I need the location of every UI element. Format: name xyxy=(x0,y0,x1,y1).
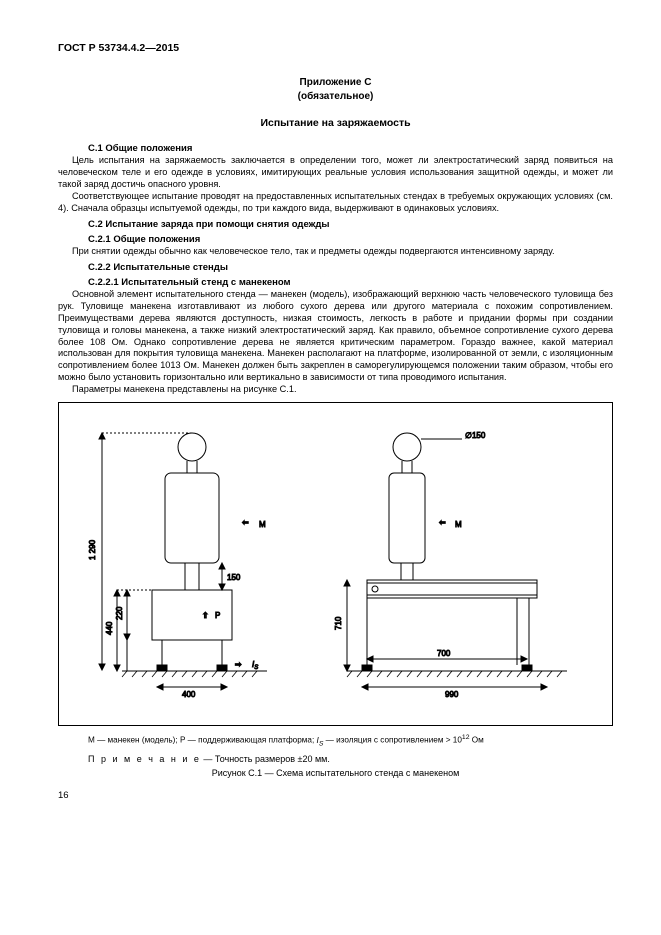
heading-c221: С.2.2.1 Испытательный стенд с манекеном xyxy=(88,277,613,288)
heading-c22: С.2.2 Испытательные стенды xyxy=(88,262,613,273)
dim-1290: 1 290 xyxy=(88,540,97,561)
dim-990: 990 xyxy=(445,690,459,699)
dim-710: 710 xyxy=(334,616,343,630)
dim-400: 400 xyxy=(182,690,196,699)
main-title: Испытание на заряжаемость xyxy=(58,117,613,129)
svg-text:⇦: ⇦ xyxy=(242,518,249,527)
document-id: ГОСТ Р 53734.4.2—2015 xyxy=(58,42,613,54)
para-c221-2: Параметры манекена представлены на рисун… xyxy=(58,384,613,396)
appendix-line2: (обязательное) xyxy=(58,90,613,104)
svg-text:⇨: ⇨ xyxy=(235,660,242,669)
dim-440: 440 xyxy=(105,621,114,635)
label-is: IS xyxy=(252,660,258,671)
heading-c1: С.1 Общие положения xyxy=(88,143,613,154)
para-c221-1: Основной элемент испытательного стенда —… xyxy=(58,289,613,385)
figure-caption: Рисунок С.1 — Схема испытательного стенд… xyxy=(58,768,613,778)
figure-legend: М — манекен (модель); Р — поддерживающая… xyxy=(88,734,613,747)
heading-c21: С.2.1 Общие положения xyxy=(88,234,613,245)
dim-700: 700 xyxy=(437,649,451,658)
para-c1-2: Соответствующее испытание проводят на пр… xyxy=(58,191,613,215)
page-number: 16 xyxy=(58,790,613,801)
para-c21-1: При снятии одежды обычно как человеческо… xyxy=(58,246,613,258)
dim-220: 220 xyxy=(115,606,124,620)
heading-c2: С.2 Испытание заряда при помощи снятия о… xyxy=(88,219,613,230)
svg-text:⇦: ⇦ xyxy=(439,518,446,527)
para-c1-1: Цель испытания на заряжаемость заключает… xyxy=(58,155,613,191)
svg-text:⇧: ⇧ xyxy=(202,611,209,620)
dim-150: 150 xyxy=(227,573,241,582)
label-m-right: M xyxy=(455,520,462,529)
appendix-line1: Приложение С xyxy=(58,76,613,90)
figure-c1: 1 290 150 ⇦ M xyxy=(58,402,613,726)
label-p: P xyxy=(215,611,220,620)
appendix-block: Приложение С (обязательное) xyxy=(58,76,613,103)
figure-note: П р и м е ч а н и е — Точность размеров … xyxy=(88,754,613,764)
dim-d150: ∅150 xyxy=(465,431,486,440)
label-m-left: M xyxy=(259,520,266,529)
